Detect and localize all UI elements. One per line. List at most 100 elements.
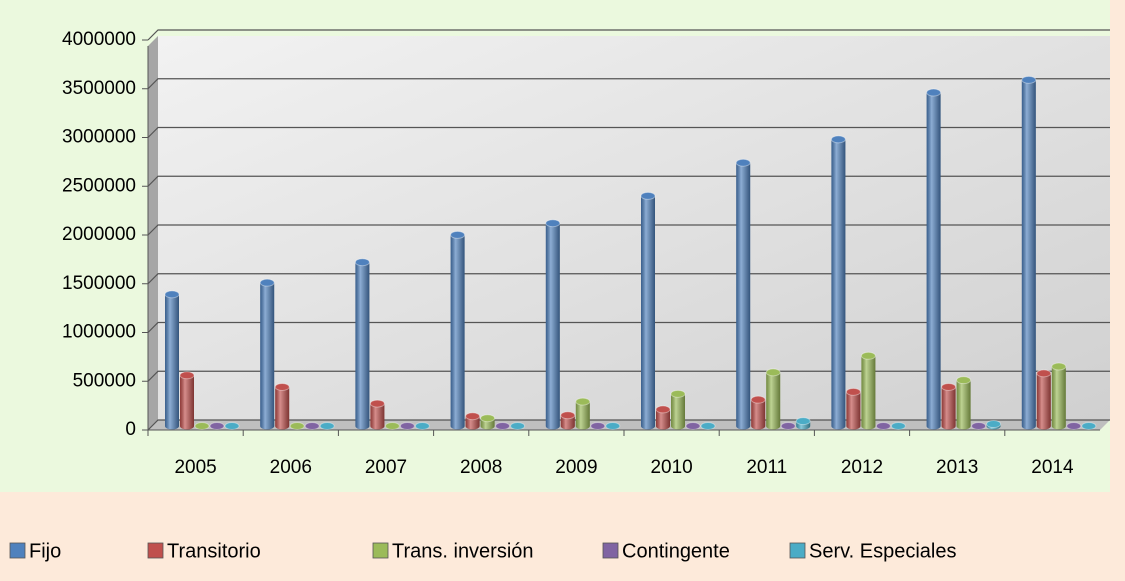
bar-shade (751, 399, 766, 430)
bar (209, 422, 225, 430)
bar (655, 405, 671, 430)
y-tick-label: 4000000 (62, 29, 136, 50)
legend-swatch (789, 542, 806, 559)
bar-top (259, 278, 275, 287)
bar (194, 422, 210, 430)
bar-top (319, 422, 335, 430)
bar (926, 88, 942, 430)
bar-shade (766, 372, 781, 430)
bar (1066, 422, 1082, 430)
bar (495, 422, 511, 430)
bar (830, 135, 846, 430)
bar-top (765, 368, 781, 377)
bar (590, 422, 606, 430)
bar-top (224, 422, 240, 430)
bar (304, 422, 320, 430)
bar-shade (846, 391, 861, 430)
bar (795, 417, 811, 430)
y-tick-label: 3500000 (62, 78, 136, 99)
bar-top (986, 420, 1002, 429)
bar (319, 422, 335, 430)
bar (414, 422, 430, 430)
bar-top (209, 422, 225, 430)
bar (1021, 75, 1037, 430)
bar-shade (560, 415, 575, 430)
bar-shade (450, 234, 465, 430)
bar-top (354, 258, 370, 267)
bar-shade (275, 387, 290, 430)
bar-top (399, 422, 415, 430)
bar (605, 422, 621, 430)
bar-top (194, 422, 210, 430)
bar-top (465, 412, 481, 421)
bar-shade (736, 162, 751, 430)
bar-shade (926, 92, 941, 430)
x-tick-label: 2006 (270, 457, 312, 478)
bar (971, 422, 987, 430)
grid-line (147, 29, 1110, 41)
bar (545, 219, 561, 430)
legend-label: Fijo (29, 540, 61, 562)
bar (399, 422, 415, 430)
bar-top (605, 422, 621, 430)
bar (845, 387, 861, 430)
bar (890, 422, 906, 430)
y-tick-label: 2500000 (62, 175, 136, 196)
bar (259, 278, 275, 430)
bar (941, 383, 957, 430)
bar-shade (1021, 79, 1036, 430)
bar-top (971, 422, 987, 430)
grid-line (147, 78, 1110, 90)
bar-top (845, 387, 861, 396)
bar-top (510, 422, 526, 430)
grid-line (147, 419, 1110, 431)
x-tick-label: 2007 (365, 457, 407, 478)
bar-shade (656, 409, 670, 430)
legend-label: Trans. inversión (392, 540, 534, 562)
bar-top (830, 135, 846, 144)
legend-swatch (147, 542, 164, 559)
bar (510, 422, 526, 430)
y-tick-label: 1000000 (62, 322, 136, 343)
bar (875, 422, 891, 430)
bar (450, 230, 466, 430)
bar-top (860, 351, 876, 360)
x-tick-label: 2008 (460, 457, 502, 478)
bar-top (495, 422, 511, 430)
bar-top (369, 399, 385, 408)
bar (1036, 369, 1052, 430)
bar-top (1036, 369, 1052, 378)
grid-line (147, 175, 1110, 187)
bar (1081, 422, 1097, 430)
bar-top (685, 422, 701, 430)
bar (179, 371, 195, 430)
bar-top (289, 422, 305, 430)
bar (860, 351, 876, 430)
bar (1051, 362, 1067, 430)
bar (685, 422, 701, 430)
bar-shade (180, 375, 194, 430)
x-tick-label: 2005 (174, 457, 216, 478)
bar-top (545, 219, 561, 228)
y-tick-label: 0 (125, 419, 136, 440)
legend-label: Transitorio (167, 540, 261, 562)
bar-shade (465, 416, 480, 430)
legend-swatch (602, 542, 619, 559)
bar (640, 191, 656, 430)
bar-shade (1051, 366, 1066, 430)
bar-shade (165, 294, 179, 430)
bar-top (274, 383, 290, 391)
bar (369, 399, 385, 430)
bar-shade (355, 262, 370, 430)
bar-top (795, 417, 811, 426)
grid-line (147, 321, 1110, 333)
bar (575, 397, 591, 430)
bar-top (179, 371, 195, 380)
bar-top (926, 88, 942, 97)
bar-top (700, 422, 716, 430)
bar-top (750, 395, 766, 404)
bar-top (780, 422, 796, 430)
bar-shade (1036, 373, 1051, 430)
bar-top (1081, 422, 1097, 430)
bar-top (480, 414, 496, 423)
